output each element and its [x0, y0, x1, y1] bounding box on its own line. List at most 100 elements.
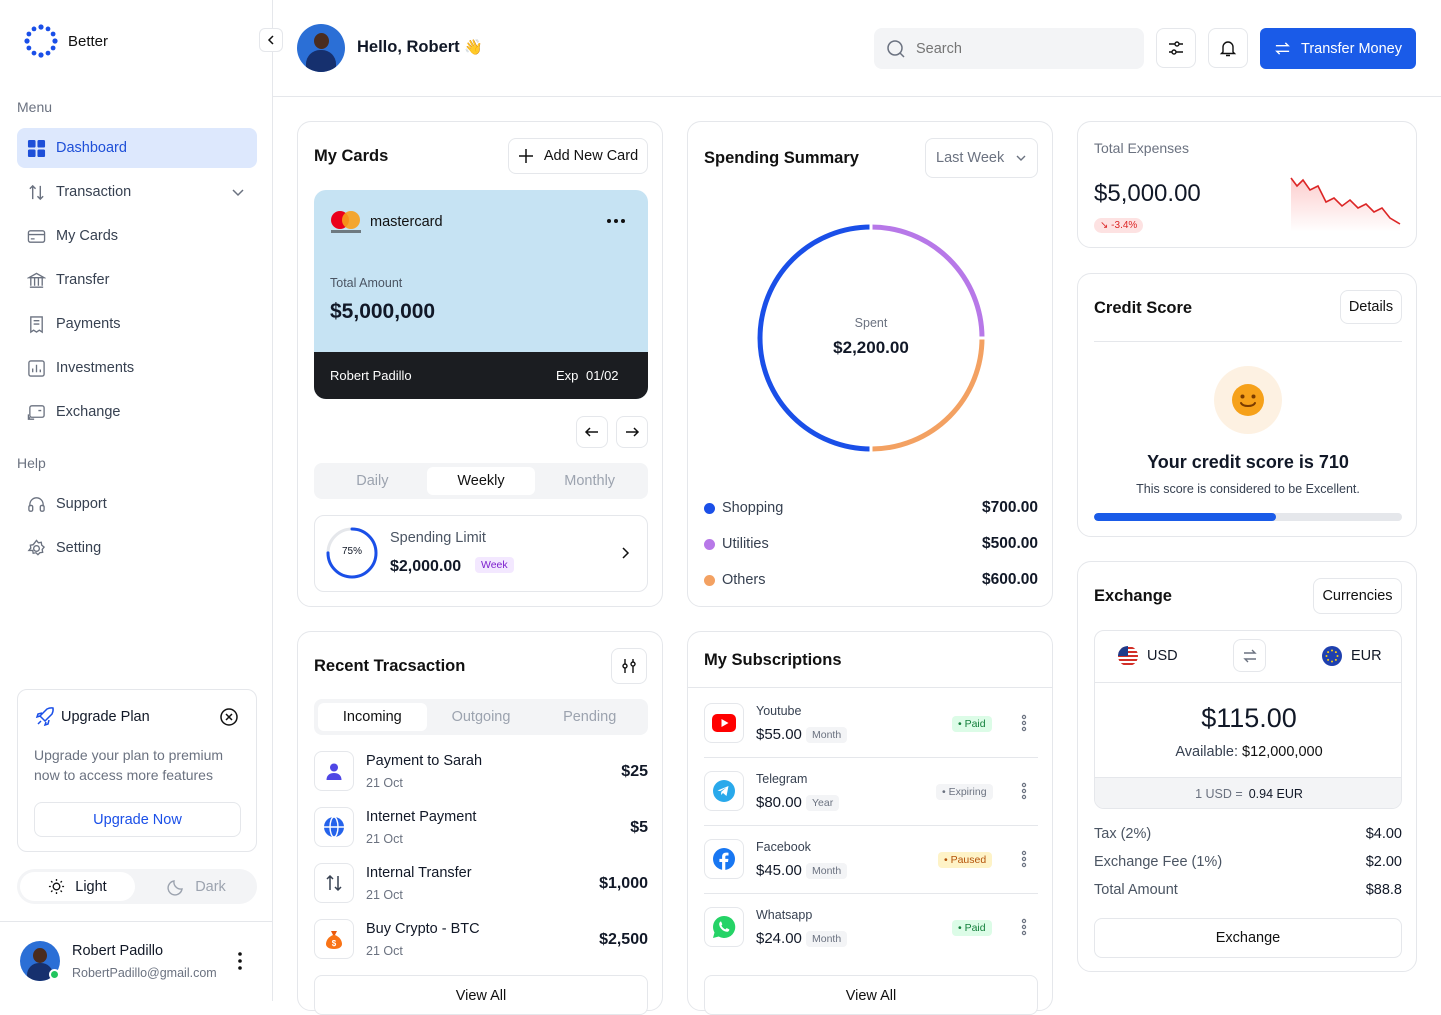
- currencies-button[interactable]: Currencies: [1313, 578, 1402, 614]
- avatar[interactable]: [297, 24, 345, 72]
- sidebar-item-my-cards[interactable]: My Cards: [17, 216, 257, 256]
- subscription-icon-box: [704, 907, 744, 947]
- transfer-money-label: Transfer Money: [1301, 40, 1402, 57]
- close-icon[interactable]: [219, 707, 239, 727]
- exchange-amount[interactable]: $115.00: [1201, 703, 1297, 733]
- tab-weekly[interactable]: Weekly: [426, 467, 536, 495]
- sidebar-item-dashboard[interactable]: Dashboard: [17, 128, 257, 168]
- sidebar-item-transfer[interactable]: Transfer: [17, 260, 257, 300]
- status-label: Paid: [964, 922, 986, 934]
- subscription-price: $55.00: [756, 726, 802, 743]
- next-card-button[interactable]: [616, 416, 648, 448]
- sidebar-item-label: Investments: [56, 360, 135, 376]
- tab-monthly[interactable]: Monthly: [564, 473, 616, 489]
- limit-period-badge: Week: [475, 557, 514, 573]
- moon-icon: [167, 879, 184, 896]
- more-vertical-icon[interactable]: [1020, 850, 1028, 868]
- fee-label: Exchange Fee (1%): [1094, 854, 1223, 870]
- legend-dot: [704, 538, 715, 550]
- plus-icon: [518, 149, 533, 163]
- collapse-sidebar-button[interactable]: [259, 28, 283, 52]
- swap-currency-button[interactable]: [1233, 639, 1266, 672]
- tab-daily[interactable]: Daily: [356, 473, 389, 489]
- to-currency-code: EUR: [1351, 648, 1382, 664]
- sliders-icon: [622, 659, 636, 673]
- subscription-row[interactable]: Facebook $45.00 Month • Paused: [704, 838, 1038, 894]
- user-name: Robert Padillo: [72, 943, 164, 959]
- status-badge-paid: • Paid: [952, 716, 992, 732]
- legend-label: Utilities: [722, 536, 769, 552]
- legend-label: Others: [722, 572, 766, 588]
- more-vertical-icon[interactable]: [1020, 714, 1028, 732]
- whatsapp-icon: [713, 915, 736, 938]
- prev-card-button[interactable]: [576, 416, 608, 448]
- more-horizontal-icon[interactable]: [606, 218, 626, 224]
- user-profile[interactable]: Robert Padillo RobertPadillo@gmail.com: [0, 921, 272, 1001]
- transaction-filter-button[interactable]: [611, 648, 647, 684]
- tab-outgoing[interactable]: Outgoing: [451, 709, 511, 725]
- dark-theme-button[interactable]: Dark: [139, 872, 254, 901]
- fee-row-tax: Tax (2%) $4.00: [1094, 826, 1402, 842]
- logo[interactable]: Better: [24, 24, 108, 58]
- subscription-price: $80.00: [756, 794, 802, 811]
- notifications-button[interactable]: [1208, 28, 1248, 68]
- transaction-amount: $5: [630, 819, 648, 836]
- search-icon: [887, 39, 905, 58]
- arrows-updown-icon: [326, 874, 342, 892]
- sidebar-item-investments[interactable]: Investments: [17, 348, 257, 388]
- subscription-row[interactable]: Youtube $55.00 Month • Paid: [704, 702, 1038, 758]
- transaction-icon-box: [314, 807, 354, 847]
- expenses-change-badge: ↘ -3.4%: [1094, 218, 1144, 233]
- subscriptions-view-all-button[interactable]: View All: [704, 975, 1038, 1015]
- to-currency[interactable]: EUR: [1321, 645, 1382, 667]
- donut-center-value: $2,200.00: [833, 338, 909, 357]
- search-input[interactable]: [916, 40, 1116, 57]
- filter-button[interactable]: [1156, 28, 1196, 68]
- light-theme-button[interactable]: Light: [20, 872, 135, 901]
- sun-icon: [49, 878, 65, 895]
- more-vertical-icon[interactable]: [234, 951, 246, 971]
- status-badge-expiring: • Expiring: [936, 784, 993, 800]
- add-new-card-button[interactable]: Add New Card: [508, 138, 648, 174]
- available-label: Available:: [1175, 744, 1238, 760]
- sidebar-item-setting[interactable]: Setting: [17, 528, 257, 568]
- headset-icon: [28, 496, 45, 512]
- card-total-amount: $5,000,000: [330, 300, 436, 323]
- from-currency[interactable]: USD: [1117, 645, 1178, 667]
- credit-progress-fill: [1094, 513, 1276, 521]
- sidebar-item-exchange[interactable]: Exchange: [17, 392, 257, 432]
- transaction-row[interactable]: Internal Transfer 21 Oct $1,000: [314, 863, 648, 903]
- sidebar-item-support[interactable]: Support: [17, 484, 257, 524]
- smile-icon: [1232, 384, 1264, 416]
- greeting: Hello, Robert 👋: [357, 38, 483, 57]
- transaction-row[interactable]: Payment to Sarah 21 Oct $25: [314, 751, 648, 791]
- sidebar-item-transaction[interactable]: Transaction: [17, 172, 257, 212]
- trend-down-icon: ↘: [1100, 220, 1109, 231]
- user-icon: [326, 763, 342, 780]
- period-dropdown[interactable]: Last Week: [925, 138, 1038, 178]
- tab-incoming[interactable]: Incoming: [318, 703, 427, 731]
- search-bar[interactable]: [874, 28, 1144, 69]
- exchange-button[interactable]: Exchange: [1094, 918, 1402, 958]
- tab-pending[interactable]: Pending: [563, 709, 617, 725]
- available-balance: Available: $12,000,000: [1095, 744, 1401, 760]
- transaction-row[interactable]: $ Buy Crypto - BTC 21 Oct $2,500: [314, 919, 648, 959]
- subscription-row[interactable]: Whatsapp $24.00 Month • Paid: [704, 906, 1038, 962]
- transaction-row[interactable]: Internet Payment 21 Oct $5: [314, 807, 648, 847]
- svg-text:$: $: [332, 939, 337, 948]
- subscription-icon-box: [704, 703, 744, 743]
- upgrade-now-button[interactable]: Upgrade Now: [34, 802, 241, 837]
- sidebar-item-label: Transaction: [56, 184, 132, 200]
- transactions-view-all-button[interactable]: View All: [314, 975, 648, 1015]
- transfer-money-button[interactable]: Transfer Money: [1260, 28, 1416, 69]
- credit-progress-bar: [1094, 513, 1402, 521]
- credit-score-card: Credit Score Details Your credit score i…: [1077, 273, 1417, 537]
- sidebar-item-payments[interactable]: Payments: [17, 304, 257, 344]
- more-vertical-icon[interactable]: [1020, 782, 1028, 800]
- credit-details-button[interactable]: Details: [1340, 290, 1402, 324]
- subscription-name: Facebook: [756, 840, 811, 854]
- subscription-row[interactable]: Telegram $80.00 Year • Expiring: [704, 770, 1038, 826]
- spending-limit-card[interactable]: 75% Spending Limit $2,000.00 Week: [314, 515, 648, 592]
- more-vertical-icon[interactable]: [1020, 918, 1028, 936]
- credit-card[interactable]: mastercard Total Amount $5,000,000 Rober…: [314, 190, 648, 399]
